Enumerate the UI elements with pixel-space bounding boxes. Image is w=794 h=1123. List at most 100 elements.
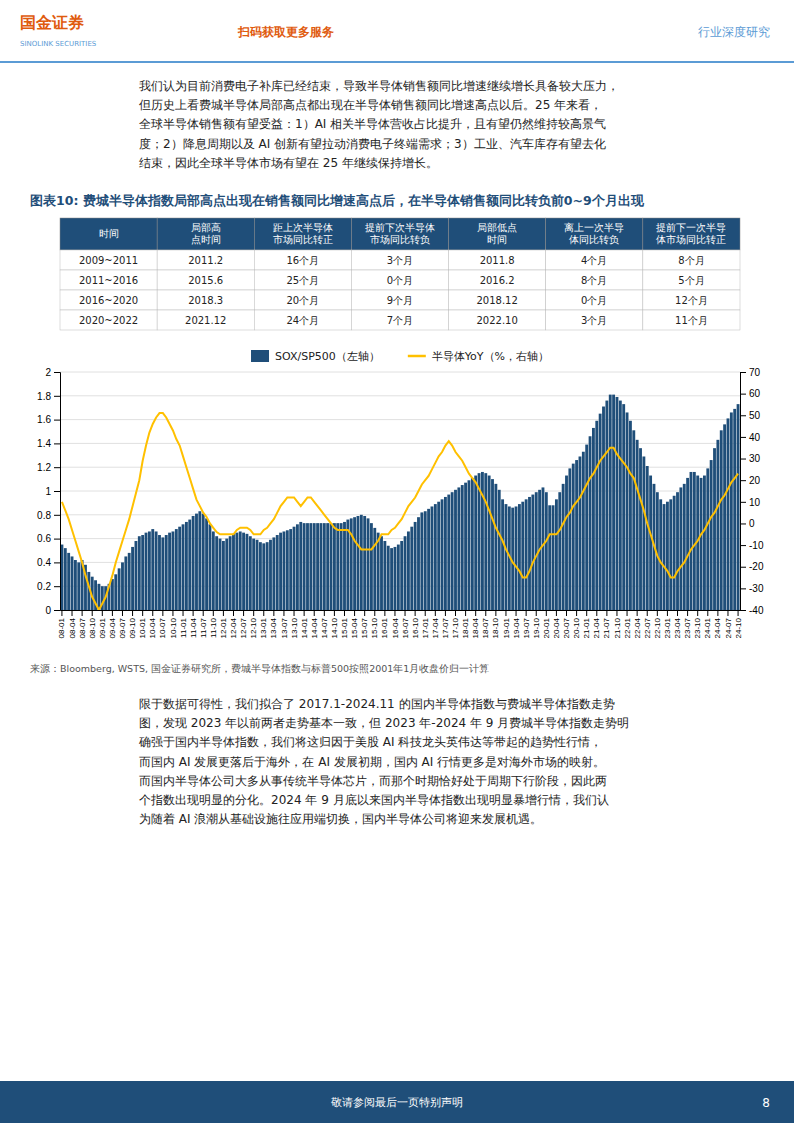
tick-label: 13-10 [290, 617, 299, 638]
company-name-line: 国金证券 [20, 13, 84, 32]
tick-label: 08-07 [78, 617, 87, 638]
tick: 12-04 [229, 610, 238, 638]
bar [710, 460, 713, 610]
tick-mark [294, 610, 295, 616]
bar [367, 518, 370, 610]
tick-mark [82, 610, 83, 616]
table-header-text: 提前下一次半导体市场同比转正 [656, 222, 726, 245]
tick: 0.2 [37, 581, 60, 592]
source-text: 来源：Bloomberg, WSTS, 国金证券研究所，费城半导体指数与标普50… [30, 663, 489, 674]
tick-mark [183, 610, 184, 616]
bar [468, 480, 471, 610]
tick-mark [54, 396, 60, 397]
tick-label: 17-01 [421, 617, 430, 638]
bar [151, 529, 154, 610]
tick-label: 2 [45, 367, 51, 378]
bar [242, 533, 245, 610]
tick: 24-01 [703, 610, 712, 638]
tick: 13-10 [290, 610, 299, 638]
tick: 09-04 [108, 610, 117, 638]
table-cell [449, 270, 546, 290]
tick: 12-07 [239, 610, 248, 638]
tick-label: -10 [749, 540, 764, 551]
tick: 60 [740, 388, 761, 399]
tick-label: 12-07 [239, 617, 248, 638]
tick-label: 12-01 [219, 617, 228, 638]
bar [558, 492, 561, 610]
tick-mark [740, 610, 746, 611]
tick-label: 16-01 [380, 617, 389, 638]
table-cell-text: 8个月 [678, 255, 704, 266]
table-cell-text-line: 16个月 [286, 255, 319, 266]
table-cell-text-line: 8个月 [678, 255, 704, 266]
tick-mark [54, 443, 60, 444]
service-text: 扫码获取更多服务 [237, 25, 334, 39]
table-cell [254, 290, 351, 310]
bar [515, 506, 518, 610]
bar [461, 485, 464, 610]
tick-mark [92, 610, 93, 616]
tick: 1.8 [37, 391, 60, 402]
table-header-text-line: 局部高 [191, 222, 221, 233]
grid-line [60, 419, 740, 420]
tick-mark [677, 610, 678, 616]
bar [666, 502, 669, 610]
tick-label: 1.2 [37, 462, 51, 473]
tick: 10 [740, 497, 761, 508]
bar [676, 492, 679, 610]
bar [612, 395, 615, 610]
tick: 21-04 [592, 610, 601, 638]
body-text-line: 限于数据可得性，我们拟合了 2017.1-2024.11 的国内半导体指数与费城… [139, 697, 615, 711]
tick-label: 10-04 [148, 617, 157, 638]
tick-label: -20 [749, 561, 764, 572]
tick-label: 18-07 [481, 617, 490, 638]
table-cell [351, 290, 448, 310]
tick: 14-10 [330, 610, 339, 638]
bar [360, 515, 363, 610]
tick: 20-10 [572, 610, 581, 638]
intro-text-line: 我们认为目前消费电子补库已经结束，导致半导体销售额同比增速继续增长具备较大压力， [139, 79, 619, 93]
table-cell [643, 250, 740, 270]
table-cell-text-line: 3个月 [581, 315, 607, 326]
table-cell-text-line: 3个月 [387, 255, 413, 266]
bar [579, 456, 582, 610]
tick: 23-04 [673, 610, 682, 638]
table-cell-text: 2018.3 [188, 295, 223, 306]
chart-title: 图表10: 费城半导体指数局部高点出现在销售额同比增速高点后，在半导体销售额同比… [30, 193, 645, 208]
tick-mark [374, 610, 375, 616]
tick-mark [738, 610, 739, 616]
tick-mark [596, 610, 597, 616]
bar [299, 522, 302, 610]
tick: 17-10 [451, 610, 460, 638]
tick-mark [425, 610, 426, 616]
table-cell [449, 310, 546, 330]
bar [420, 512, 423, 610]
bar [320, 523, 323, 610]
bar [471, 478, 474, 610]
tick-label: 11-01 [179, 617, 188, 637]
table-cell-text: 9个月 [387, 295, 413, 306]
bar [441, 499, 444, 610]
tick-mark [637, 610, 638, 616]
bar [451, 492, 454, 610]
bar [568, 468, 571, 610]
tick-mark [727, 610, 728, 616]
table-cell-text-line: 2011.8 [480, 255, 515, 266]
table-header-cell [60, 218, 157, 250]
bar [720, 430, 723, 610]
table-cell [449, 290, 546, 310]
page: 国金证券SINOLINK SECURITIES扫码获取更多服务行业深度研究我们认… [0, 0, 794, 1123]
tick-label: 21-07 [602, 617, 611, 638]
bar [363, 516, 366, 610]
bar [703, 476, 706, 610]
tick: 17-01 [421, 610, 430, 638]
tick: 24-07 [724, 610, 733, 638]
tick: 20-07 [562, 610, 571, 638]
table-header-text-line: 提前下一次半导 [656, 222, 726, 233]
bar [706, 468, 709, 610]
bar [407, 531, 410, 610]
tick: 10-10 [169, 610, 178, 638]
tick-label: -30 [749, 583, 764, 594]
legend-label: 半导体YoY（%，右轴） [432, 350, 549, 363]
table-cell [254, 270, 351, 290]
